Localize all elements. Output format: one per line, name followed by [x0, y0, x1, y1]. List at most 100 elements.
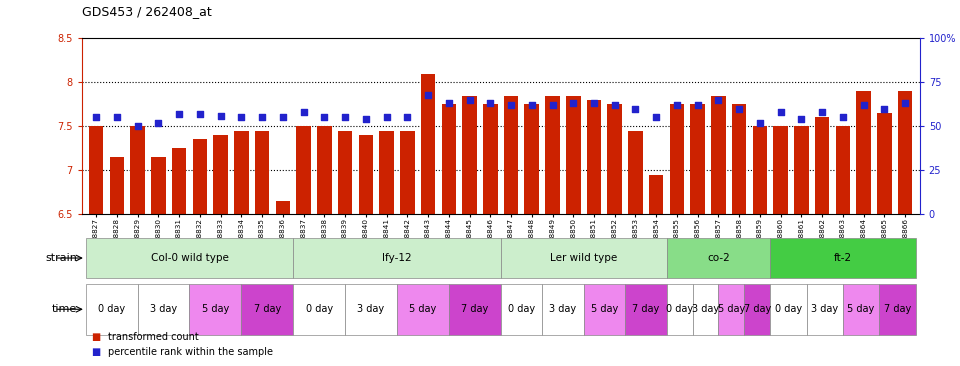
- Point: [710, 97, 726, 103]
- Bar: [463, 96, 477, 214]
- Bar: [396, 284, 448, 335]
- Bar: [774, 126, 788, 214]
- Bar: [504, 96, 518, 214]
- Bar: [345, 284, 396, 335]
- Point: [213, 113, 228, 119]
- Bar: [587, 100, 601, 214]
- Bar: [815, 117, 829, 214]
- Text: 7 day: 7 day: [253, 304, 281, 314]
- Text: 5 day: 5 day: [409, 304, 437, 314]
- Point: [254, 115, 270, 120]
- Bar: [690, 104, 705, 214]
- Bar: [545, 96, 560, 214]
- Point: [587, 101, 602, 107]
- Bar: [835, 126, 851, 214]
- Text: 5 day: 5 day: [590, 304, 618, 314]
- Text: time: time: [52, 304, 77, 314]
- Text: ■: ■: [91, 332, 101, 342]
- Bar: [172, 148, 186, 214]
- Bar: [877, 113, 892, 214]
- Text: 3 day: 3 day: [357, 304, 385, 314]
- Bar: [753, 126, 767, 214]
- Bar: [670, 104, 684, 214]
- Point: [835, 115, 851, 120]
- Bar: [856, 91, 871, 214]
- Text: 5 day: 5 day: [202, 304, 229, 314]
- Bar: [293, 238, 501, 278]
- Bar: [584, 284, 625, 335]
- Bar: [89, 126, 104, 214]
- Bar: [358, 135, 373, 214]
- Point: [690, 102, 706, 108]
- Point: [276, 115, 291, 120]
- Bar: [234, 131, 249, 214]
- Bar: [898, 91, 912, 214]
- Text: 0 day: 0 day: [98, 304, 125, 314]
- Point: [399, 115, 415, 120]
- Point: [669, 102, 684, 108]
- Bar: [843, 284, 879, 335]
- Point: [856, 102, 872, 108]
- Bar: [711, 96, 726, 214]
- Bar: [241, 284, 293, 335]
- Text: lfy-12: lfy-12: [382, 253, 412, 263]
- Point: [151, 120, 166, 126]
- Bar: [608, 104, 622, 214]
- Point: [607, 102, 622, 108]
- Text: 5 day: 5 day: [718, 304, 745, 314]
- Bar: [338, 131, 352, 214]
- Point: [420, 92, 436, 98]
- Bar: [85, 238, 293, 278]
- Bar: [276, 201, 290, 214]
- Bar: [625, 284, 666, 335]
- Text: co-2: co-2: [708, 253, 730, 263]
- Bar: [213, 135, 228, 214]
- Point: [109, 115, 125, 120]
- Bar: [293, 284, 345, 335]
- Bar: [297, 126, 311, 214]
- Bar: [109, 157, 124, 214]
- Text: 7 day: 7 day: [884, 304, 911, 314]
- Text: 0 day: 0 day: [775, 304, 802, 314]
- Text: 7 day: 7 day: [461, 304, 489, 314]
- Point: [732, 106, 747, 112]
- Bar: [151, 157, 166, 214]
- Point: [773, 109, 788, 115]
- Text: Col-0 wild type: Col-0 wild type: [151, 253, 228, 263]
- Text: percentile rank within the sample: percentile rank within the sample: [108, 347, 274, 357]
- Bar: [442, 104, 456, 214]
- Bar: [483, 104, 497, 214]
- Bar: [806, 284, 843, 335]
- Point: [524, 102, 540, 108]
- Bar: [501, 284, 542, 335]
- Point: [545, 102, 561, 108]
- Text: 3 day: 3 day: [811, 304, 838, 314]
- Bar: [524, 104, 539, 214]
- Bar: [137, 284, 189, 335]
- Point: [649, 115, 664, 120]
- Text: 0 day: 0 day: [666, 304, 693, 314]
- Bar: [666, 238, 770, 278]
- Point: [814, 109, 829, 115]
- Bar: [420, 74, 435, 214]
- Bar: [879, 284, 916, 335]
- Bar: [193, 139, 207, 214]
- Text: 3 day: 3 day: [549, 304, 576, 314]
- Bar: [448, 284, 501, 335]
- Point: [565, 101, 581, 107]
- Point: [296, 109, 311, 115]
- Text: transformed count: transformed count: [108, 332, 200, 342]
- Point: [753, 120, 768, 126]
- Point: [130, 123, 145, 129]
- Bar: [718, 284, 744, 335]
- Bar: [692, 284, 718, 335]
- Bar: [400, 131, 415, 214]
- Text: 0 day: 0 day: [305, 304, 333, 314]
- Bar: [666, 284, 692, 335]
- Point: [317, 115, 332, 120]
- Text: strain: strain: [45, 253, 77, 263]
- Point: [462, 97, 477, 103]
- Point: [358, 116, 373, 122]
- Text: GDS453 / 262408_at: GDS453 / 262408_at: [82, 5, 211, 18]
- Bar: [732, 104, 747, 214]
